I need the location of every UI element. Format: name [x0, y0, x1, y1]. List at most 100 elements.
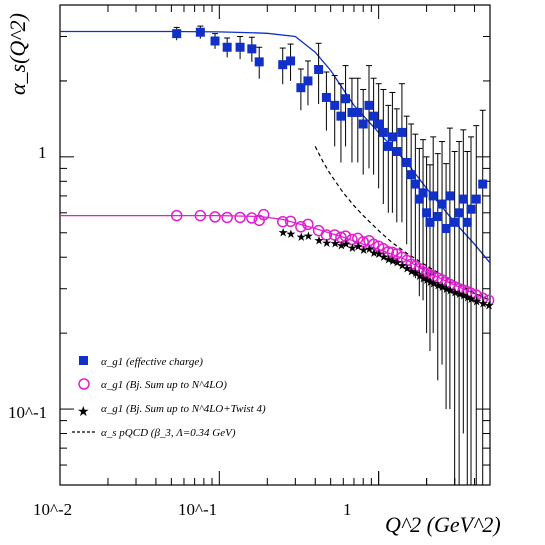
plot-border — [59, 4, 491, 486]
effective-charge-point — [392, 147, 402, 157]
effective-charge-point — [428, 191, 438, 201]
twist4-point: ★ — [387, 254, 398, 268]
twist4-point: ★ — [425, 275, 436, 289]
bj-sum-point — [320, 229, 333, 241]
twist4-point: ★ — [441, 282, 452, 296]
bj-sum-point — [382, 246, 395, 258]
effective-charge-point — [374, 119, 384, 129]
twist4-point: ★ — [478, 296, 489, 310]
effective-charge-point — [418, 188, 428, 198]
bj-sum-point — [328, 229, 341, 241]
effective-charge-fit — [60, 30, 491, 264]
twist4-point: ★ — [437, 280, 448, 294]
twist4-point: ★ — [471, 294, 482, 308]
bj-sum-point — [276, 215, 289, 228]
fit-curves — [60, 30, 491, 301]
effective-charge-point — [433, 212, 443, 222]
effective-charge-point — [425, 217, 435, 227]
effective-charge-point — [286, 56, 296, 66]
bj-sum-point — [367, 238, 380, 251]
effective-charge-point — [195, 27, 205, 37]
twist4-point: ★ — [330, 236, 341, 250]
bj-sum-point — [346, 233, 358, 246]
bj-sum-point — [470, 289, 483, 301]
legend-label-pqcd: α_s pQCD (β_3, Λ=0.34 GeV) — [101, 427, 236, 439]
bj-sum-point — [234, 211, 246, 224]
effective-charge-point — [254, 57, 264, 67]
twist4-point: ★ — [466, 292, 477, 306]
tick-labels: 10^-2 10^-1 1 10^-1 1 — [8, 143, 352, 519]
twist4-point: ★ — [450, 286, 461, 300]
twist4-point: ★ — [433, 278, 444, 292]
twist4-point: ★ — [422, 273, 433, 287]
twist4-point: ★ — [358, 243, 369, 257]
bj-sum-point — [482, 294, 495, 307]
twist4-point: ★ — [378, 250, 389, 264]
pqcd-curve — [314, 146, 491, 301]
twist4-point: ★ — [286, 227, 297, 241]
effective-charge-point — [369, 111, 379, 121]
effective-charge-point — [441, 223, 451, 233]
axis-ticks — [59, 4, 491, 486]
effective-charge-point — [422, 208, 432, 218]
bj-sum-point — [221, 211, 233, 224]
twist4-point: ★ — [369, 246, 380, 260]
effective-charge-point — [210, 36, 220, 46]
effective-charge-point — [402, 157, 412, 167]
bj-sum-point — [170, 209, 183, 222]
bj-sum-point — [257, 208, 270, 221]
effective-charge-point — [414, 194, 424, 204]
effective-charge-point — [296, 83, 306, 93]
twist4-point: ★ — [353, 240, 364, 254]
bj-sum-point — [295, 221, 307, 233]
effective-charge-point — [410, 179, 420, 189]
twist4-point: ★ — [296, 230, 307, 244]
twist4-point: ★ — [462, 290, 473, 304]
legend: α_g1 (effective charge) α_g1 (Bj. Sum up… — [72, 356, 266, 439]
effective-charge-point — [450, 217, 460, 227]
twist4-point: ★ — [418, 272, 429, 286]
effective-charge-point — [445, 191, 455, 201]
data-points: ★★ ★★ ★★★★★★★★★★★★★★★★★★★★★★★★★★★★★★★★★★★★ — [170, 27, 495, 312]
twist4-point: ★ — [364, 242, 375, 256]
effective-charge-point — [336, 111, 346, 121]
effective-charge-point — [358, 119, 368, 129]
legend-marker-twist4: ★ — [77, 405, 90, 420]
bj-sum-point — [476, 292, 489, 305]
x-tick-label-2: 1 — [343, 500, 352, 519]
twist4-point: ★ — [321, 236, 332, 250]
effective-charge-point — [471, 194, 481, 204]
effective-charge-point — [437, 199, 447, 209]
twist4-point: ★ — [383, 253, 394, 267]
twist4-point: ★ — [341, 237, 352, 251]
bj-sum-point — [209, 211, 221, 223]
legend-label-effective-charge: α_g1 (effective charge) — [101, 356, 203, 368]
x-tick-label-0: 10^-2 — [33, 500, 72, 519]
twist4-point: ★ — [336, 238, 347, 252]
effective-charge-point — [387, 132, 397, 142]
effective-charge-point — [378, 127, 388, 137]
effective-charge-point — [458, 194, 468, 204]
effective-charge-point — [454, 208, 464, 218]
effective-charge-point — [235, 42, 245, 52]
twist4-point: ★ — [454, 287, 465, 301]
twist4-point: ★ — [428, 276, 439, 290]
bj-sum-point — [284, 215, 297, 228]
x-axis-label: Q^2 (GeV^2) — [385, 512, 501, 537]
twist4-point: ★ — [303, 229, 314, 243]
effective-charge-point — [462, 217, 472, 227]
effective-charge-point — [397, 127, 407, 137]
twist4-point: ★ — [374, 247, 385, 261]
bj-sum-point — [246, 212, 258, 224]
twist4-point: ★ — [406, 264, 417, 278]
effective-charge-point — [364, 100, 374, 110]
bj-sum-point — [339, 230, 352, 242]
x-tick-label-1: 10^-1 — [178, 500, 217, 519]
effective-charge-point — [278, 60, 288, 70]
effective-charge-point — [247, 44, 257, 54]
twist4-point: ★ — [410, 266, 421, 280]
y-axis-label: α_s(Q^2) — [5, 13, 30, 95]
twist4-point: ★ — [347, 241, 358, 255]
effective-charge-point — [478, 179, 488, 189]
